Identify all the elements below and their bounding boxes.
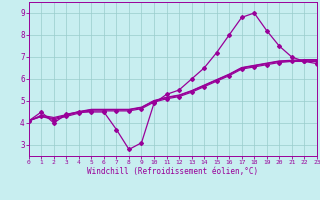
X-axis label: Windchill (Refroidissement éolien,°C): Windchill (Refroidissement éolien,°C) (87, 167, 258, 176)
